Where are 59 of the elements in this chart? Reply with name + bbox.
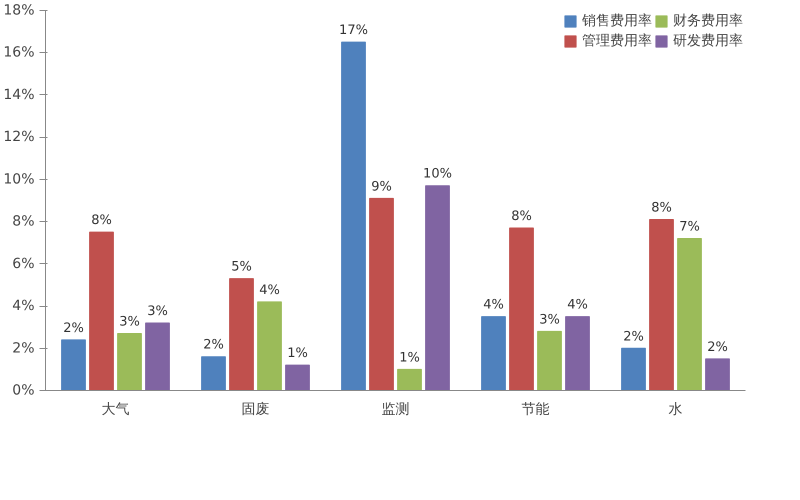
y-tick-label: 12% bbox=[3, 129, 35, 146]
bar bbox=[369, 198, 394, 390]
data-label: 8% bbox=[511, 208, 532, 224]
data-label: 10% bbox=[423, 166, 452, 182]
bar bbox=[537, 330, 562, 390]
y-tick-label: 14% bbox=[3, 86, 35, 103]
y-tick-label: 2% bbox=[12, 340, 35, 356]
data-label: 8% bbox=[91, 213, 112, 228]
bar bbox=[145, 322, 170, 390]
y-tick-label: 6% bbox=[12, 256, 35, 272]
data-label: 1% bbox=[287, 346, 308, 362]
bar bbox=[649, 219, 674, 390]
y-tick-label: 0% bbox=[12, 382, 35, 398]
bar bbox=[341, 42, 366, 390]
bar bbox=[677, 238, 702, 390]
legend-label: 财务费用率 bbox=[673, 12, 743, 30]
x-tick-label: 固废 bbox=[242, 402, 270, 418]
bar bbox=[397, 368, 422, 390]
bar bbox=[257, 301, 282, 390]
bar bbox=[705, 358, 730, 390]
data-label: 2% bbox=[707, 340, 728, 355]
data-label: 2% bbox=[203, 338, 224, 353]
data-label: 2% bbox=[63, 320, 84, 336]
data-label: 4% bbox=[483, 298, 504, 313]
y-tick-label: 4% bbox=[12, 298, 35, 314]
y-tick-label: 18% bbox=[3, 2, 35, 18]
data-label: 3% bbox=[119, 314, 140, 330]
legend-label: 研发费用率 bbox=[673, 32, 743, 50]
data-label: 8% bbox=[651, 200, 672, 216]
data-label: 3% bbox=[147, 304, 168, 319]
data-label: 7% bbox=[679, 220, 700, 234]
data-label: 3% bbox=[539, 312, 560, 328]
x-tick-label: 节能 bbox=[522, 402, 550, 418]
data-label: 4% bbox=[259, 282, 280, 298]
bar bbox=[229, 278, 254, 390]
legend-label: 管理费用率 bbox=[582, 32, 652, 50]
data-label: 2% bbox=[623, 329, 644, 344]
x-tick-label: 监测 bbox=[382, 402, 410, 418]
data-label: 1% bbox=[399, 350, 420, 366]
bar bbox=[621, 348, 646, 390]
bar bbox=[117, 333, 142, 390]
y-tick-label: 16% bbox=[3, 44, 35, 61]
bar bbox=[481, 316, 506, 390]
data-label: 4% bbox=[567, 298, 588, 313]
y-tick-label: 8% bbox=[12, 214, 35, 230]
data-label: 5% bbox=[231, 260, 252, 275]
bar bbox=[61, 339, 86, 390]
x-tick-label: 水 bbox=[668, 402, 682, 418]
bar bbox=[89, 232, 114, 390]
legend-label: 销售费用率 bbox=[582, 12, 652, 30]
bar bbox=[509, 227, 534, 390]
bar bbox=[425, 185, 450, 390]
bar bbox=[201, 356, 226, 390]
data-label: 9% bbox=[371, 179, 392, 194]
bar bbox=[565, 316, 590, 390]
x-tick-label: 大气 bbox=[102, 402, 130, 418]
y-tick-label: 10% bbox=[3, 171, 35, 188]
data-label: 17% bbox=[339, 23, 368, 38]
bar bbox=[285, 364, 310, 390]
